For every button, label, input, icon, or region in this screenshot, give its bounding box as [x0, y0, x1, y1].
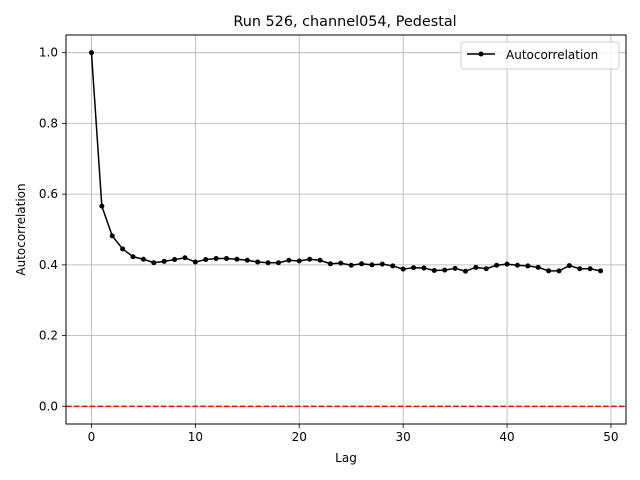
data-point [587, 266, 593, 272]
y-tick-label: 0.2 [39, 329, 58, 343]
data-point [535, 264, 541, 270]
x-tick-label: 0 [88, 430, 96, 444]
data-point [494, 262, 500, 268]
data-point [88, 50, 94, 56]
chart-title: Run 526, channel054, Pedestal [233, 14, 456, 30]
y-tick-label: 0.8 [39, 116, 58, 130]
x-tick-label: 10 [188, 430, 203, 444]
x-tick-label: 50 [603, 430, 618, 444]
data-point [452, 265, 458, 271]
data-point [120, 246, 126, 252]
data-point [275, 260, 281, 266]
y-axis-label: Autocorrelation [14, 183, 28, 275]
data-point [369, 262, 375, 268]
y-tick-label: 0.0 [39, 399, 58, 413]
x-axis-label: Lag [335, 451, 357, 465]
data-point [462, 268, 468, 274]
series-group [88, 50, 604, 274]
data-point [556, 268, 562, 274]
data-point [286, 257, 292, 263]
data-point [151, 260, 157, 266]
data-point [566, 263, 572, 269]
y-tick-label: 0.4 [39, 258, 58, 272]
y-tick-label: 1.0 [39, 46, 58, 60]
data-point [390, 263, 396, 269]
data-point [255, 259, 261, 265]
data-point [546, 268, 552, 274]
data-point [161, 258, 167, 264]
data-point [379, 261, 385, 267]
data-point [172, 257, 178, 263]
data-point [442, 267, 448, 273]
data-point [213, 255, 219, 261]
x-tick-label: 40 [499, 430, 514, 444]
data-point [400, 266, 406, 272]
data-point [348, 262, 354, 268]
data-point [109, 233, 115, 239]
data-point [359, 261, 365, 267]
legend: Autocorrelation [460, 41, 620, 70]
plot-frame [65, 34, 627, 425]
data-point [296, 258, 302, 264]
data-point [317, 257, 323, 263]
data-point [577, 266, 583, 272]
data-point [504, 261, 510, 267]
data-point [130, 254, 136, 260]
autocorrelation-line [90, 52, 601, 272]
data-point [307, 256, 313, 262]
data-point [525, 263, 531, 269]
data-point [514, 262, 520, 268]
y-tick-label: 0.6 [39, 187, 58, 201]
data-point [598, 268, 604, 274]
data-point [473, 264, 479, 270]
axis-ticks: 0 10 20 30 40 50 0.0 0.2 0.4 0.6 0.8 1.0 [39, 46, 619, 444]
data-point [234, 256, 240, 262]
data-point [192, 259, 198, 265]
legend-label: Autocorrelation [506, 48, 598, 62]
data-point [338, 260, 344, 266]
data-point [224, 255, 230, 261]
x-tick-label: 20 [292, 430, 307, 444]
data-point [203, 257, 209, 263]
data-point [99, 203, 105, 209]
data-point [140, 256, 146, 262]
data-point [327, 261, 333, 267]
data-point [411, 265, 417, 271]
grid-lines [66, 35, 626, 424]
data-point [421, 265, 427, 271]
legend-marker-sample [478, 51, 484, 57]
data-point [431, 268, 437, 274]
data-point [265, 260, 271, 266]
data-point [244, 257, 250, 263]
data-point [182, 255, 188, 261]
x-tick-label: 30 [396, 430, 411, 444]
data-point [483, 266, 489, 272]
legend-box [460, 41, 620, 70]
